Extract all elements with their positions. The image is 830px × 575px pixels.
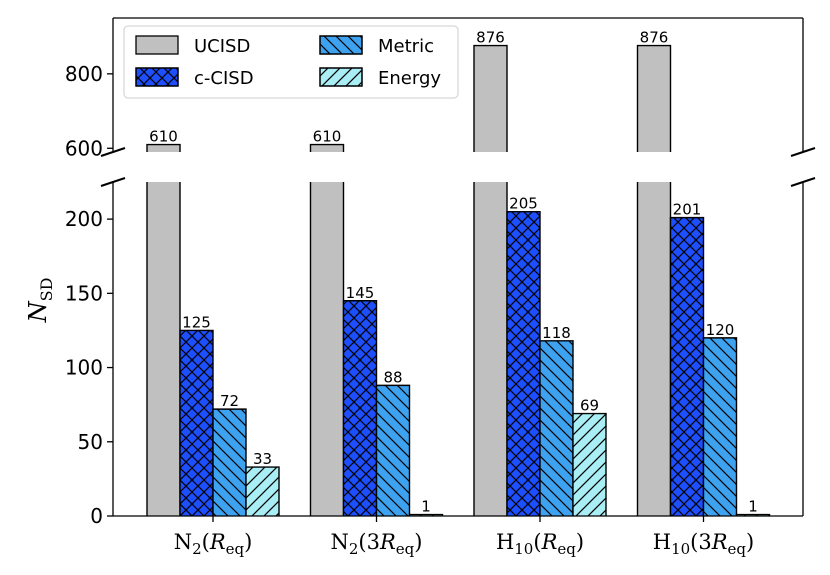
legend-swatch-ucisd [135, 35, 179, 55]
bar-ucisd-4-lower [637, 182, 671, 516]
bar-c-cisd-4-hatch [670, 217, 704, 517]
bar-ucisd-4-upper-outline [636, 44, 672, 152]
legend-label-metric: Metric [378, 36, 434, 57]
bars-layer [146, 44, 771, 517]
bar-ucisd-3-upper [474, 45, 507, 152]
break-mark-lower-left [100, 177, 126, 187]
bar-ucisd-2-upper [310, 144, 344, 152]
value-label-energy-3: 69 [580, 397, 599, 415]
bar-energy-3-outline [572, 412, 607, 516]
value-label-c-cisd-3: 205 [509, 195, 538, 213]
bar-metric-2-outline [375, 384, 411, 516]
value-label-ucisd-2: 610 [313, 128, 342, 146]
y-tick-label-0: 0 [90, 504, 103, 528]
y-tick-label-200: 200 [65, 207, 103, 231]
value-label-metric-3: 118 [542, 324, 571, 342]
break-mark-upper-right [790, 147, 816, 157]
bar-energy-4-hatch [736, 514, 770, 516]
axes-layer: 0 50 100 150 200 600 800 N2(Req) N2(3Req) H10(Req… [65, 17, 816, 558]
bar-energy-2-hatch [409, 514, 443, 516]
bar-c-cisd-3-hatch [507, 211, 540, 516]
x-tick-label-1: N2(Req) [174, 530, 253, 558]
bar-ucisd-1-lower [147, 182, 180, 516]
bar-c-cisd-1-hatch [180, 330, 213, 516]
legend-swatch-hatch-metric [319, 35, 363, 55]
value-label-ucisd-4: 876 [640, 29, 669, 47]
bar-metric-2-hatch [376, 385, 410, 516]
break-mark-upper-left [100, 147, 126, 157]
x-tick-label-3: H10(Req) [496, 530, 584, 558]
value-label-ucisd-3: 876 [476, 29, 505, 47]
legend-box [123, 25, 459, 99]
bar-ucisd-3-lower [474, 182, 507, 516]
value-label-energy-2: 1 [421, 498, 431, 516]
bar-c-cisd-2-hatch [343, 300, 377, 516]
y-tick-label-50: 50 [78, 430, 103, 454]
bar-ucisd-2-lower [310, 182, 344, 516]
y-tick-label-800: 800 [65, 62, 103, 86]
bar-ucisd-4-upper [637, 45, 671, 152]
value-label-metric-1: 72 [220, 392, 239, 410]
bar-ucisd-3-upper-outline [473, 44, 508, 152]
legend-label-ucisd: UCISD [194, 36, 250, 57]
value-label-ucisd-1: 610 [149, 128, 178, 146]
value-label-metric-2: 88 [383, 368, 402, 386]
value-labels-layer: 610 610 876 876 125 145 205 201 72 88 118 120 33 1 69 1 [149, 29, 758, 516]
value-label-metric-4: 120 [706, 321, 735, 339]
legend-label-energy: Energy [378, 68, 441, 89]
value-label-c-cisd-2: 145 [346, 284, 375, 302]
bar-metric-1-outline [212, 408, 247, 516]
x-tick-label-2: N2(3Req) [331, 530, 423, 558]
bar-metric-1-hatch [213, 409, 246, 516]
bar-metric-4-hatch [703, 337, 737, 516]
value-label-energy-4: 1 [748, 498, 758, 516]
bar-energy-1-outline [245, 466, 280, 516]
x-tick-label-4: H10(3Req) [653, 530, 754, 558]
bar-energy-2-outline [408, 513, 444, 516]
bar-energy-3-hatch [573, 413, 606, 516]
y-tick-label-600: 600 [65, 136, 103, 160]
bar-energy-1-hatch [246, 467, 279, 516]
legend: UCISD c-CISD Metric Energy [123, 25, 459, 99]
bar-ucisd-2-upper-outline [309, 143, 345, 152]
bar-metric-4-outline [702, 337, 738, 516]
break-mark-lower-right [790, 177, 816, 187]
y-axis-label: NSD [24, 278, 56, 324]
y-tick-label-100: 100 [65, 356, 103, 380]
bar-ucisd-1-upper [147, 144, 180, 152]
value-label-c-cisd-1: 125 [182, 313, 211, 331]
legend-label-c-cisd: c-CISD [194, 68, 254, 89]
bar-energy-4-outline [735, 513, 771, 516]
bar-ucisd-1-upper-outline [146, 143, 181, 152]
legend-swatch-hatch-energy [319, 67, 363, 87]
value-label-energy-1: 33 [253, 450, 272, 468]
value-label-c-cisd-4: 201 [673, 201, 702, 219]
y-tick-label-150: 150 [65, 281, 103, 305]
bar-metric-3-hatch [540, 340, 573, 516]
legend-swatch-hatch-c-cisd [135, 67, 179, 87]
